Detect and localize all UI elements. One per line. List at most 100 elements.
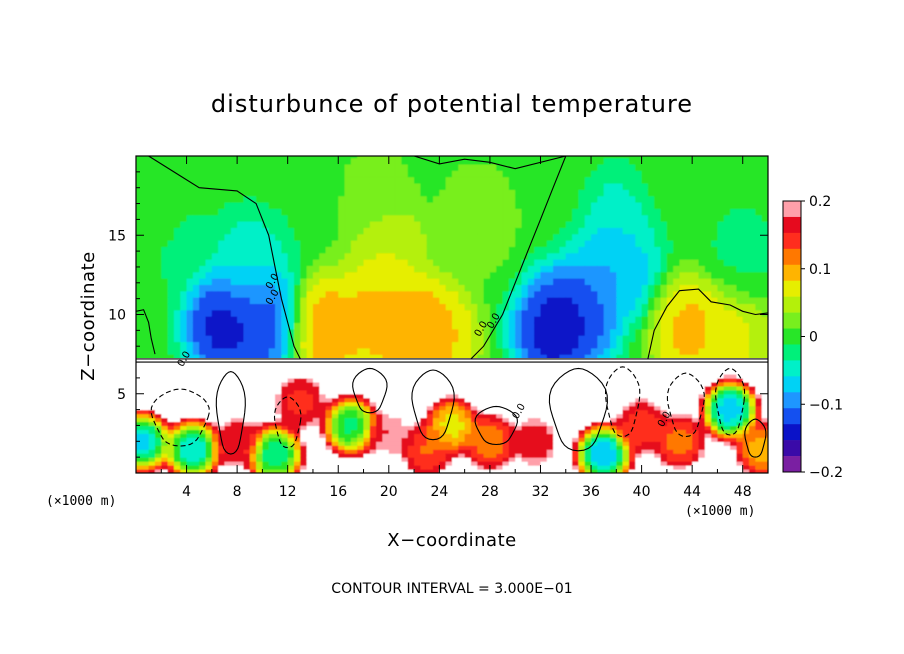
heatmap-cell [338, 278, 346, 285]
heatmap-cell [376, 246, 384, 254]
heatmap-cell [256, 358, 263, 363]
heatmap-cell [597, 233, 605, 241]
heatmap-cell [452, 284, 459, 292]
heatmap-cell [515, 347, 523, 355]
heatmap-cell [483, 163, 491, 171]
heatmap-cell [350, 246, 358, 254]
heatmap-cell [180, 341, 188, 349]
heatmap-cell [281, 433, 289, 438]
heatmap-cell [186, 433, 194, 438]
heatmap-cell [154, 201, 162, 209]
heatmap-cell [363, 297, 371, 305]
heatmap-cell [591, 341, 598, 349]
heatmap-cell [452, 328, 459, 336]
heatmap-cell [673, 284, 681, 292]
heatmap-cell [167, 189, 175, 197]
heatmap-cell [287, 156, 295, 159]
heatmap-cell [591, 278, 598, 285]
heatmap-cell [256, 449, 263, 454]
heatmap-cell [578, 182, 586, 190]
heatmap-cell [515, 157, 523, 165]
heatmap-cell [521, 290, 529, 298]
heatmap-cell [249, 316, 257, 324]
heatmap-cell [433, 469, 440, 473]
heatmap-cell [180, 381, 188, 387]
heatmap-cell [344, 290, 352, 298]
heatmap-cell [218, 297, 226, 305]
heatmap-cell [218, 453, 226, 458]
heatmap-cell [723, 182, 731, 190]
heatmap-cell [452, 252, 459, 260]
heatmap-cell [154, 214, 162, 222]
heatmap-cell [199, 297, 207, 305]
heatmap-cell [218, 457, 226, 462]
heatmap-cell [458, 335, 466, 343]
heatmap-cell [211, 227, 219, 235]
heatmap-cell [344, 156, 352, 159]
heatmap-cell [199, 208, 207, 216]
heatmap-cell [591, 156, 598, 159]
heatmap-cell [540, 189, 548, 197]
heatmap-cell [205, 227, 213, 235]
heatmap-cell [452, 278, 459, 285]
heatmap-cell [723, 335, 731, 343]
heatmap-cell [477, 322, 485, 330]
heatmap-cell [205, 182, 213, 190]
heatmap-cell [426, 413, 434, 419]
heatmap-cell [420, 252, 428, 260]
heatmap-cell [616, 271, 624, 279]
heatmap-cell [211, 369, 219, 375]
heatmap-cell [502, 465, 510, 470]
heatmap-cell [704, 240, 712, 247]
heatmap-cell [679, 163, 687, 171]
heatmap-cell [395, 381, 403, 387]
heatmap-cell [363, 362, 371, 367]
heatmap-cell [382, 246, 390, 254]
heatmap-cell [161, 405, 169, 411]
heatmap-cell [401, 449, 409, 454]
heatmap-cell [350, 182, 358, 190]
heatmap-cell [237, 413, 245, 419]
heatmap-cell [382, 393, 390, 399]
heatmap-cell [439, 373, 447, 379]
heatmap-cell [211, 246, 219, 254]
heatmap-cell [388, 358, 396, 363]
heatmap-cell [180, 417, 188, 423]
heatmap-cell [464, 354, 472, 358]
heatmap-cell [730, 322, 737, 330]
heatmap-cell [508, 347, 516, 355]
heatmap-cell [628, 208, 636, 216]
heatmap-cell [167, 354, 175, 358]
heatmap-cell [369, 328, 377, 336]
heatmap-cell [136, 201, 143, 209]
heatmap-cell [180, 309, 188, 317]
heatmap-cell [363, 401, 371, 407]
heatmap-cell [262, 182, 270, 190]
heatmap-cell [477, 405, 485, 411]
heatmap-cell [458, 195, 466, 203]
heatmap-cell [338, 328, 346, 336]
heatmap-cell [287, 347, 295, 355]
heatmap-cell [205, 373, 213, 379]
heatmap-cell [357, 170, 365, 178]
heatmap-cell [218, 252, 226, 260]
heatmap-cell [660, 182, 668, 190]
heatmap-cell [388, 233, 396, 241]
heatmap-cell [464, 377, 472, 383]
heatmap-cell [306, 377, 314, 383]
heatmap-cell [692, 354, 700, 358]
heatmap-cell [180, 445, 188, 450]
heatmap-cell [256, 303, 263, 311]
heatmap-cell [331, 316, 339, 324]
heatmap-cell [433, 421, 440, 427]
heatmap-cell [401, 413, 409, 419]
heatmap-cell [407, 425, 415, 431]
heatmap-cell [148, 354, 156, 358]
heatmap-cell [319, 157, 327, 165]
heatmap-cell [565, 170, 573, 178]
heatmap-cell [439, 214, 447, 222]
heatmap-cell [357, 417, 365, 423]
heatmap-cell [401, 453, 409, 458]
heatmap-cell [635, 182, 643, 190]
heatmap-cell [635, 214, 643, 222]
